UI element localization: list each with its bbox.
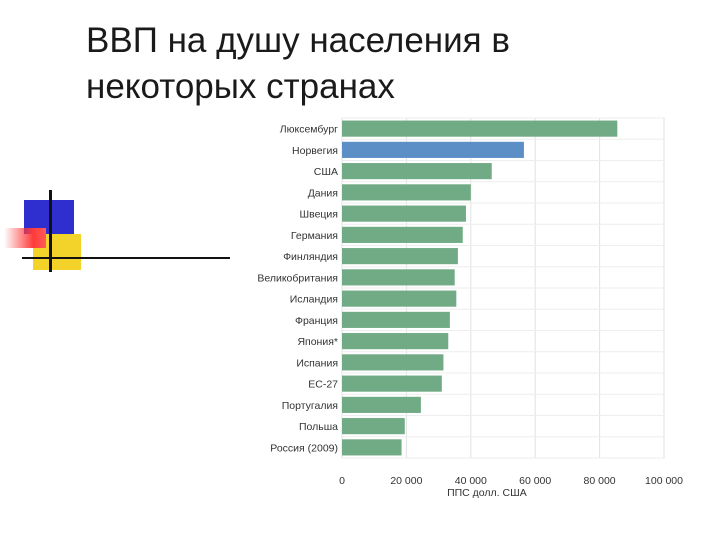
slide-title: ВВП на душу населения в некоторых страна… (86, 21, 510, 106)
tick-label: 20 000 (390, 475, 422, 487)
tick-label: 100 000 (645, 475, 683, 487)
bar (342, 290, 457, 307)
horizontal-line-decoration (22, 257, 230, 259)
red-gradient-decoration (4, 228, 46, 248)
category-label: Финляндия (283, 251, 338, 263)
category-label: Великобритания (257, 272, 338, 284)
category-label: ЕС-27 (308, 379, 338, 391)
category-label: Франция (295, 315, 338, 327)
category-label: Испания (296, 357, 338, 369)
category-label: Дания (308, 187, 338, 199)
category-label: Польша (299, 421, 338, 433)
category-label: Германия (291, 230, 338, 242)
category-label: Япония* (297, 336, 338, 348)
chart-container: Люксембург Норвегия США Дания Швеция Германия… (232, 112, 692, 522)
x-axis-label: ППС долл. США (447, 487, 527, 499)
bar-chart: Люксембург Норвегия США Дания Швеция Германия… (257, 117, 683, 499)
tick-label: 80 000 (584, 475, 616, 487)
category-label: США (314, 166, 338, 178)
bar (342, 333, 449, 350)
tick-label: 40 000 (455, 475, 487, 487)
bar (342, 226, 463, 243)
category-label: Швеция (300, 209, 339, 221)
bar (342, 163, 492, 180)
bar (342, 375, 442, 392)
tick-label: 0 (339, 475, 345, 487)
category-label: Россия (2009) (270, 442, 338, 454)
bar (342, 205, 466, 222)
category-label: Португалия (282, 400, 338, 412)
bar (342, 184, 471, 201)
bar (342, 141, 524, 158)
bar (342, 354, 444, 371)
tick-label: 60 000 (519, 475, 551, 487)
bar (342, 248, 458, 265)
bar (342, 120, 618, 137)
bar (342, 269, 455, 286)
category-label: Люксембург (280, 124, 338, 136)
category-label: Исландия (290, 294, 338, 306)
category-label: Норвегия (292, 145, 338, 157)
bar (342, 439, 402, 456)
bar (342, 418, 405, 435)
bar (342, 396, 421, 413)
vertical-line-decoration (49, 190, 52, 272)
bar (342, 311, 450, 328)
